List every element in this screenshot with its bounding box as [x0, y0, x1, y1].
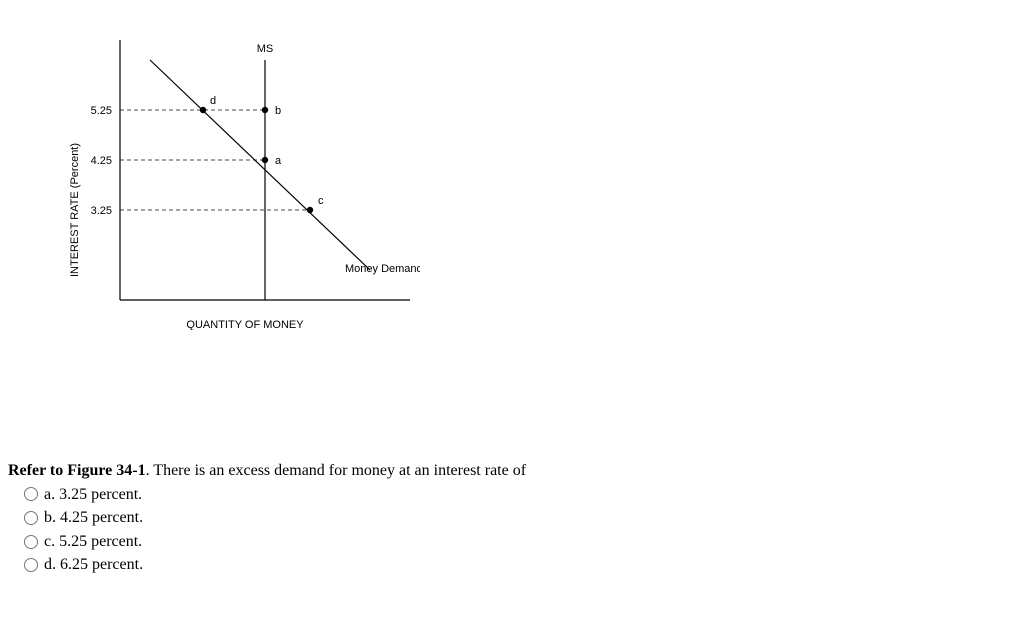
- prompt-rest: . There is an excess demand for money at…: [146, 462, 526, 479]
- prompt-bold: Refer to Figure 34-1: [8, 462, 146, 479]
- radio-a[interactable]: [24, 487, 38, 501]
- svg-text:b: b: [275, 105, 281, 117]
- svg-text:3.25: 3.25: [91, 205, 112, 217]
- svg-text:d: d: [210, 95, 216, 107]
- radio-d[interactable]: [24, 558, 38, 572]
- radio-c[interactable]: [24, 535, 38, 549]
- chart-svg: 5.25 4.25 3.25 MS Money Demand d b a c QUANTITY O…: [60, 30, 420, 330]
- option-label: c. 5.25 percent.: [44, 531, 142, 553]
- question-prompt: Refer to Figure 34-1. There is an excess…: [8, 460, 526, 482]
- svg-text:c: c: [318, 195, 324, 207]
- money-market-chart: 5.25 4.25 3.25 MS Money Demand d b a c QUANTITY O…: [60, 30, 420, 333]
- svg-text:4.25: 4.25: [91, 155, 112, 167]
- option-b[interactable]: b. 4.25 percent.: [24, 507, 526, 529]
- radio-b[interactable]: [24, 511, 38, 525]
- svg-text:5.25: 5.25: [91, 105, 112, 117]
- options-list: a. 3.25 percent.b. 4.25 percent.c. 5.25 …: [8, 484, 526, 576]
- option-label: b. 4.25 percent.: [44, 507, 143, 529]
- question-block: Refer to Figure 34-1. There is an excess…: [8, 460, 526, 578]
- svg-text:INTEREST RATE (Percent): INTEREST RATE (Percent): [69, 143, 81, 277]
- svg-text:QUANTITY OF MONEY: QUANTITY OF MONEY: [186, 319, 304, 330]
- svg-text:MS: MS: [257, 43, 274, 55]
- option-label: d. 6.25 percent.: [44, 554, 143, 576]
- option-c[interactable]: c. 5.25 percent.: [24, 531, 526, 553]
- option-d[interactable]: d. 6.25 percent.: [24, 554, 526, 576]
- svg-text:a: a: [275, 155, 282, 167]
- option-a[interactable]: a. 3.25 percent.: [24, 484, 526, 506]
- svg-text:Money Demand: Money Demand: [345, 263, 420, 275]
- option-label: a. 3.25 percent.: [44, 484, 142, 506]
